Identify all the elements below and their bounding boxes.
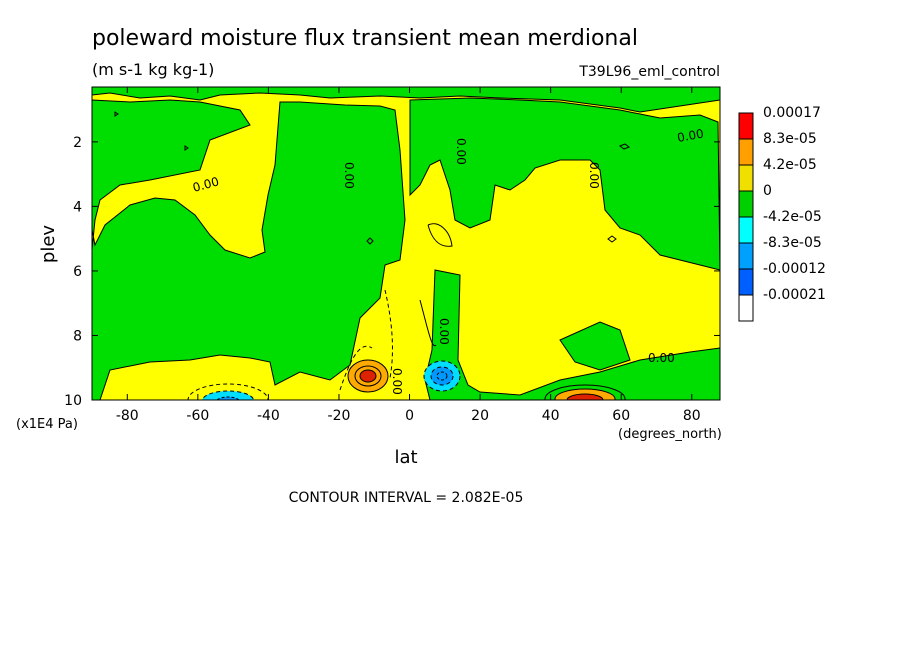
x-tick-label-7: 60 <box>612 408 630 424</box>
contour-label-2: 0.00 <box>676 127 705 145</box>
plot-area <box>92 87 720 400</box>
y-tick-label-2: 6 <box>73 264 82 280</box>
solid-contour-subtropics <box>419 223 453 347</box>
dashed-contour-tropics <box>339 289 393 391</box>
x-axis-label: lat <box>394 447 417 468</box>
positive-maximum-south <box>347 359 389 393</box>
x-tick-label-2: -40 <box>257 408 280 424</box>
contour-label-6: 0.00 <box>587 162 601 189</box>
legend-label-1: 8.3e-05 <box>763 131 817 147</box>
legend-label-2: 4.2e-05 <box>763 157 817 173</box>
positive-maximum-north <box>544 384 626 400</box>
negative-region-left <box>92 99 406 400</box>
contour-interval: CONTOUR INTERVAL = 2.082E-05 <box>289 490 524 506</box>
legend-label-7: -0.00021 <box>763 287 826 303</box>
negative-region-top <box>92 87 720 113</box>
x-tick-label-1: -60 <box>186 408 209 424</box>
negative-minimum-tropics <box>423 360 461 392</box>
legend-label-4: -4.2e-05 <box>763 209 822 225</box>
x-tick-label-8: 80 <box>683 408 701 424</box>
legend-swatch-4 <box>738 216 754 244</box>
x-tick-label-4: 0 <box>405 408 414 424</box>
contour-labels: 0.00 0.00 0.00 0.00 0.00 0.00 0.00 0.00 <box>191 127 705 395</box>
contour-label-3: 0.00 <box>648 351 675 365</box>
legend-swatch-2 <box>738 164 754 192</box>
legend-label-5: -8.3e-05 <box>763 235 822 251</box>
negative-region-patch <box>559 321 631 371</box>
legend-label-0: 0.00017 <box>763 105 821 121</box>
chart-title: poleward moisture flux transient mean me… <box>92 26 638 51</box>
contour-label-8: 0.00 <box>390 368 404 395</box>
negative-region-right <box>409 97 720 271</box>
contour-label-7: 0.00 <box>437 318 451 345</box>
x-tick-label-5: 20 <box>471 408 489 424</box>
legend-label-6: -0.00012 <box>763 261 826 277</box>
legend-swatch-1 <box>738 138 754 166</box>
contour-label-1: 0.00 <box>191 174 220 194</box>
y-tick-label-1: 4 <box>73 199 82 215</box>
y-axis: 2 4 6 8 10 <box>64 135 720 409</box>
chart-units: (m s-1 kg kg-1) <box>92 60 214 79</box>
small-contour-loops <box>114 111 631 245</box>
y-tick-label-3: 8 <box>73 328 82 344</box>
legend-swatch-7 <box>738 294 754 322</box>
x-axis-units: (degrees_north) <box>618 427 722 442</box>
legend-label-3: 0 <box>763 183 772 199</box>
x-tick-label-6: 40 <box>542 408 560 424</box>
x-tick-label-0: -80 <box>116 408 139 424</box>
x-tick-label-3: -20 <box>328 408 351 424</box>
y-axis-units: (x1E4 Pa) <box>16 417 78 432</box>
x-axis: -80 -60 -40 -20 0 20 40 60 80 <box>116 87 701 424</box>
color-legend: 0.00017 8.3e-05 4.2e-05 0 -4.2e-05 -8.3e-05 -0… <box>738 105 826 322</box>
contour-label-5: 0.00 <box>454 138 468 165</box>
legend-swatch-5 <box>738 242 754 270</box>
legend-swatch-0 <box>738 112 754 140</box>
negative-minimum-south <box>187 383 269 400</box>
negative-region-mid <box>424 269 720 400</box>
legend-swatch-6 <box>738 268 754 296</box>
y-tick-label-4: 10 <box>64 393 82 409</box>
legend-swatch-3 <box>738 190 754 218</box>
plot-frame <box>91 86 721 401</box>
y-axis-label: plev <box>38 225 59 264</box>
contour-label-4: 0.00 <box>342 162 356 189</box>
dataset-label: T39L96_eml_control <box>578 64 720 80</box>
y-tick-label-0: 2 <box>73 135 82 151</box>
